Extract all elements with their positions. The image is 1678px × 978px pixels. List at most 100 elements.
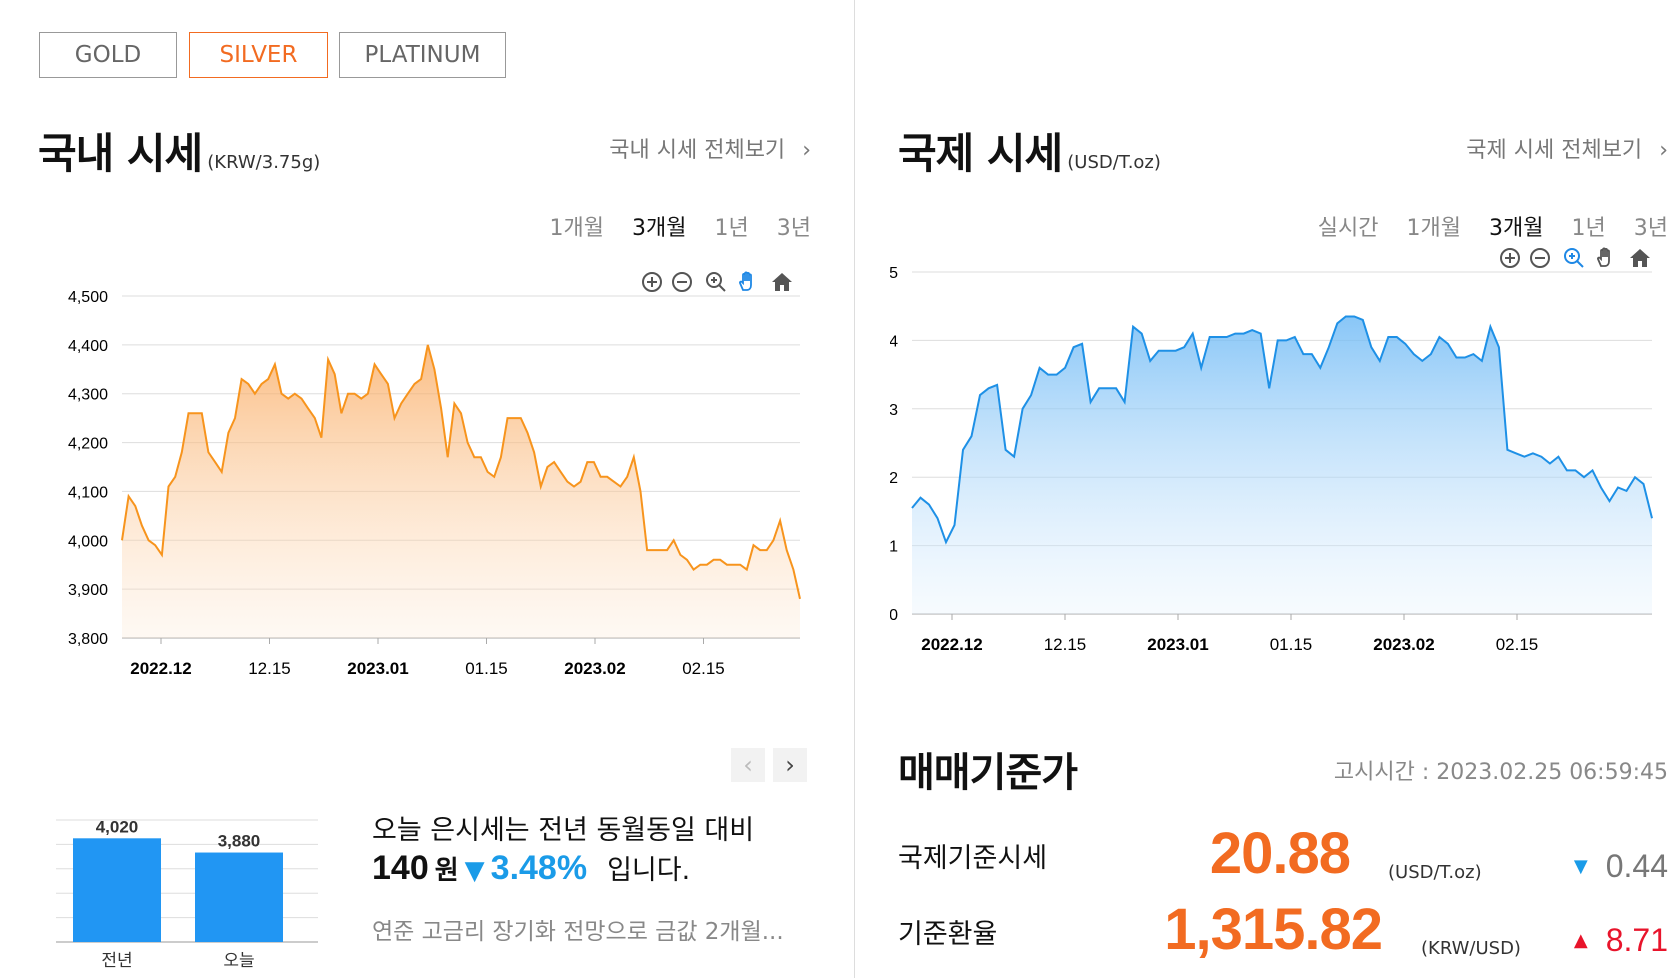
column-divider bbox=[854, 0, 855, 978]
year-comparison-bar-chart: 4,020 전년 3,880 오늘 bbox=[56, 817, 318, 971]
domestic-period-tabs: 1개월 3개월 1년 3년 bbox=[550, 210, 811, 242]
intl-period-1y[interactable]: 1년 bbox=[1571, 216, 1606, 241]
exchange-rate-unit: (KRW/USD) bbox=[1421, 938, 1521, 959]
domestic-y-tick-label: 4,300 bbox=[68, 387, 108, 404]
intl-period-3m[interactable]: 3개월 bbox=[1489, 216, 1544, 241]
intl-period-3y[interactable]: 3년 bbox=[1633, 216, 1668, 241]
domestic-price-chart[interactable]: 4,500 4,400 4,300 4,200 4,100 4,000 3,900 3,800… bbox=[30, 290, 830, 720]
chart-prev-button[interactable]: ‹ bbox=[731, 748, 765, 782]
summary-diff-value: 140 bbox=[372, 849, 429, 887]
intl-standard-change-value: 0.44 bbox=[1605, 848, 1668, 884]
domestic-view-all-label: 국내 시세 전체보기 bbox=[609, 138, 786, 163]
international-y-tick-label: 25 bbox=[890, 266, 898, 282]
domestic-x-tick-label: 2023.01 bbox=[347, 659, 408, 678]
domestic-y-tick-label: 4,400 bbox=[68, 338, 108, 355]
international-view-all-link[interactable]: 국제 시세 전체보기 › bbox=[1466, 132, 1668, 164]
bar-category-label: 전년 bbox=[101, 951, 132, 971]
international-y-tick-label: 21 bbox=[890, 539, 898, 556]
international-price-chart[interactable]: 25 24 23 22 21 20 2022.12 12.15 2023.01 01.15 202… bbox=[890, 266, 1670, 696]
domestic-series-line bbox=[121, 344, 801, 600]
chevron-right-icon: › bbox=[802, 138, 811, 163]
exchange-rate-value: 1,315.82 bbox=[1164, 897, 1383, 962]
summary-line2: 140 원 ▼ 3.48% 입니다. bbox=[372, 848, 690, 888]
international-x-tick-label: 01.15 bbox=[1270, 635, 1313, 654]
international-y-tick-label: 24 bbox=[890, 333, 898, 350]
domestic-x-tick-label: 2023.02 bbox=[564, 659, 625, 678]
domestic-period-1y[interactable]: 1년 bbox=[714, 216, 749, 241]
hand-pan-icon[interactable] bbox=[736, 270, 760, 294]
zoom-in-icon[interactable] bbox=[1498, 246, 1522, 270]
international-period-tabs: 실시간 1개월 3개월 1년 3년 bbox=[1318, 210, 1668, 242]
international-view-all-label: 국제 시세 전체보기 bbox=[1466, 138, 1643, 163]
domestic-view-all-link[interactable]: 국내 시세 전체보기 › bbox=[609, 132, 811, 164]
international-x-tick-label: 2022.12 bbox=[921, 635, 982, 654]
down-triangle-icon: ▼ bbox=[1573, 856, 1588, 877]
up-triangle-icon: ▲ bbox=[1573, 930, 1588, 951]
chevron-right-icon: › bbox=[1659, 138, 1668, 163]
international-chart-controls bbox=[1498, 246, 1668, 272]
tab-gold[interactable]: GOLD bbox=[39, 32, 177, 78]
tab-platinum[interactable]: PLATINUM bbox=[339, 32, 506, 78]
domestic-x-tick-label: 01.15 bbox=[465, 659, 508, 678]
intl-standard-label: 국제기준시세 bbox=[898, 843, 1048, 874]
intl-standard-value: 20.88 bbox=[1209, 821, 1351, 886]
international-x-tick-label: 02.15 bbox=[1496, 635, 1539, 654]
notice-time: 고시시간 : 2023.02.25 06:59:45 bbox=[1333, 760, 1668, 785]
zoom-out-icon[interactable] bbox=[670, 270, 694, 294]
domestic-x-tick-label: 2022.12 bbox=[130, 659, 191, 678]
domestic-period-3m[interactable]: 3개월 bbox=[632, 216, 687, 241]
summary-line1: 오늘 은시세는 전년 동월동일 대비 bbox=[372, 815, 755, 846]
international-title: 국제 시세 bbox=[898, 129, 1063, 178]
domestic-x-tick-label: 02.15 bbox=[682, 659, 725, 678]
domestic-header: 국내 시세 (KRW/3.75g) bbox=[38, 120, 320, 181]
domestic-y-tick-label: 3,800 bbox=[68, 631, 108, 648]
exchange-rate-label: 기준환율 bbox=[898, 919, 998, 950]
bar-value-label: 4,020 bbox=[96, 817, 139, 836]
chevron-left-icon: ‹ bbox=[743, 751, 753, 779]
bar-value-label: 3,880 bbox=[218, 832, 261, 851]
domestic-period-3y[interactable]: 3년 bbox=[776, 216, 811, 241]
domestic-chart-controls bbox=[640, 270, 810, 296]
summary-tail: 입니다. bbox=[607, 855, 691, 886]
intl-period-realtime[interactable]: 실시간 bbox=[1317, 216, 1379, 241]
news-link[interactable]: 연준 고금리 장기화 전망으로 금값 2개월... bbox=[372, 919, 784, 945]
international-series-line bbox=[911, 315, 1653, 545]
intl-standard-change: ▼ 0.44 bbox=[1574, 848, 1668, 885]
zoom-in-icon[interactable] bbox=[640, 270, 664, 294]
magnifier-icon[interactable] bbox=[704, 270, 728, 294]
magnifier-icon[interactable] bbox=[1562, 246, 1586, 270]
domestic-y-tick-label: 4,000 bbox=[68, 533, 108, 550]
domestic-unit: (KRW/3.75g) bbox=[207, 152, 321, 173]
intl-period-1m[interactable]: 1개월 bbox=[1406, 216, 1462, 241]
chevron-right-icon: › bbox=[785, 751, 795, 779]
domestic-period-1m[interactable]: 1개월 bbox=[549, 216, 605, 241]
summary-pct: 3.48% bbox=[490, 849, 588, 887]
zoom-out-icon[interactable] bbox=[1528, 246, 1552, 270]
international-y-tick-label: 20 bbox=[890, 607, 898, 624]
bar-0 bbox=[73, 838, 161, 942]
bar-category-label: 오늘 bbox=[223, 951, 254, 971]
domestic-y-tick-label: 3,900 bbox=[68, 582, 108, 599]
international-x-tick-label: 2023.01 bbox=[1147, 635, 1208, 654]
domestic-title: 국내 시세 bbox=[38, 129, 203, 178]
domestic-y-tick-label: 4,500 bbox=[68, 290, 108, 306]
summary-diff-unit: 원 bbox=[434, 856, 459, 886]
domestic-area bbox=[122, 344, 800, 638]
intl-standard-unit: (USD/T.oz) bbox=[1388, 862, 1482, 883]
international-y-tick-label: 22 bbox=[890, 470, 898, 487]
international-x-tick-label: 2023.02 bbox=[1373, 635, 1434, 654]
domestic-y-tick-label: 4,200 bbox=[68, 436, 108, 453]
down-triangle-icon: ▼ bbox=[464, 856, 485, 886]
domestic-y-tick-label: 4,100 bbox=[68, 484, 108, 501]
international-unit: (USD/T.oz) bbox=[1067, 152, 1161, 173]
international-area bbox=[912, 316, 1652, 614]
chart-next-button[interactable]: › bbox=[773, 748, 807, 782]
bar-1 bbox=[195, 852, 283, 942]
standard-price-title: 매매기준가 bbox=[898, 750, 1078, 796]
tab-silver[interactable]: SILVER bbox=[189, 32, 328, 78]
home-icon[interactable] bbox=[770, 270, 794, 294]
international-y-tick-label: 23 bbox=[890, 402, 898, 419]
hand-pan-icon[interactable] bbox=[1594, 246, 1618, 270]
domestic-x-tick-label: 12.15 bbox=[248, 659, 291, 678]
home-icon[interactable] bbox=[1628, 246, 1652, 270]
